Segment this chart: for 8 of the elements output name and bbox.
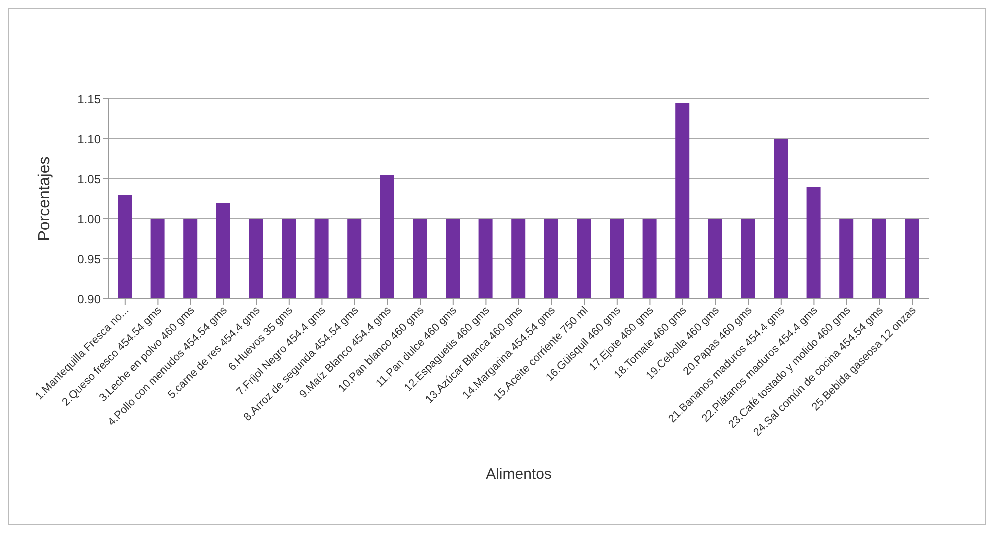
y-tick-label: 1.10	[78, 132, 102, 146]
y-tick-label: 0.90	[78, 292, 102, 306]
x-axis-title: Alimentos	[486, 466, 552, 483]
y-tick-label: 1.15	[78, 92, 102, 106]
y-tick-label: 1.05	[78, 172, 102, 186]
y-tick-label: 0.95	[78, 252, 102, 266]
y-tick-label: 1.00	[78, 212, 102, 226]
y-axis-title: Porcentajes	[36, 156, 54, 242]
